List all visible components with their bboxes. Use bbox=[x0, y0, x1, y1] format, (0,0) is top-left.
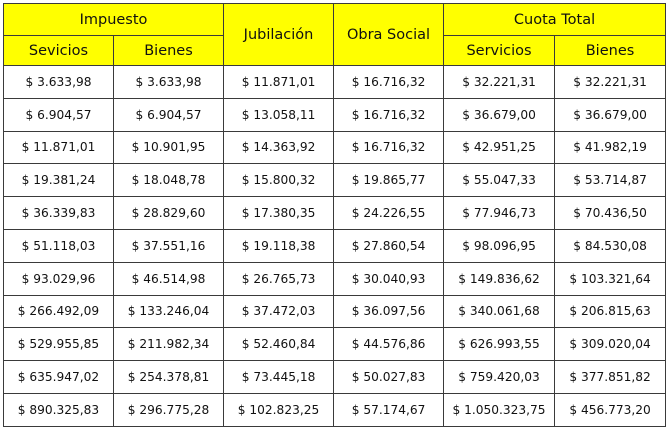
cell-jubilacion: $ 26.765,73 bbox=[223, 261, 335, 296]
cell-cuota-servicios: $ 77.946,73 bbox=[443, 196, 556, 230]
table-row: $ 11.871,01 $ 10.901,95 $ 14.363,92 $ 16.71… bbox=[3, 130, 667, 165]
table-row: $ 529.955,85 $ 211.982,34 $ 52.460,84 $ 44.… bbox=[3, 327, 667, 362]
cell-impuesto-bienes: $ 28.829,60 bbox=[112, 196, 225, 230]
fee-table: Impuesto Jubilación Obra Social Cuota To… bbox=[2, 3, 667, 427]
cell-cuota-servicios: $ 32.221,31 bbox=[443, 65, 556, 99]
cell-cuota-bienes: $ 41.982,19 bbox=[554, 130, 667, 165]
cell-impuesto-bienes: $ 18.048,78 bbox=[112, 163, 225, 198]
cell-impuesto-bienes: $ 211.982,34 bbox=[112, 327, 225, 362]
cell-cuota-servicios: $ 36.679,00 bbox=[443, 97, 556, 132]
cell-impuesto-bienes: $ 133.246,04 bbox=[112, 294, 225, 329]
cell-impuesto-servicios: $ 3.633,98 bbox=[3, 65, 114, 99]
header-row-sub: Sevicios Bienes Servicios Bienes bbox=[3, 35, 667, 66]
cell-impuesto-servicios: $ 6.904,57 bbox=[3, 97, 114, 132]
cell-cuota-servicios: $ 55.047,33 bbox=[443, 163, 556, 198]
cell-cuota-servicios: $ 1.050.323,75 bbox=[443, 392, 556, 427]
cell-cuota-bienes: $ 36.679,00 bbox=[554, 97, 667, 132]
cell-obra-social: $ 36.097,56 bbox=[333, 294, 445, 329]
cell-obra-social: $ 16.716,32 bbox=[333, 97, 445, 132]
fee-table-container: Impuesto Jubilación Obra Social Cuota To… bbox=[2, 3, 667, 427]
cell-cuota-bienes: $ 70.436,50 bbox=[554, 196, 667, 230]
header-cuota-servicios: Servicios bbox=[443, 35, 556, 66]
header-row-top: Impuesto Jubilación Obra Social Cuota To… bbox=[2, 3, 667, 66]
cell-impuesto-servicios: $ 51.118,03 bbox=[3, 228, 114, 263]
cell-impuesto-bienes: $ 10.901,95 bbox=[112, 130, 225, 165]
table-row: $ 266.492,09 $ 133.246,04 $ 37.472,03 $ 36.… bbox=[3, 294, 667, 329]
cell-cuota-bienes: $ 53.714,87 bbox=[554, 163, 667, 198]
cell-impuesto-servicios: $ 19.381,24 bbox=[3, 163, 114, 198]
cell-impuesto-bienes: $ 254.378,81 bbox=[112, 360, 225, 394]
cell-obra-social: $ 30.040,93 bbox=[333, 261, 445, 296]
cell-cuota-servicios: $ 149.836,62 bbox=[443, 261, 556, 296]
cell-impuesto-servicios: $ 529.955,85 bbox=[3, 327, 114, 362]
cell-jubilacion: $ 19.118,38 bbox=[223, 228, 335, 263]
cell-obra-social: $ 16.716,32 bbox=[333, 65, 445, 99]
header-cuota-total: Cuota Total bbox=[443, 3, 667, 36]
table-row: $ 36.339,83 $ 28.829,60 $ 17.380,35 $ 24.22… bbox=[3, 196, 667, 230]
cell-jubilacion: $ 14.363,92 bbox=[223, 130, 335, 165]
cell-obra-social: $ 19.865,77 bbox=[333, 163, 445, 198]
cell-cuota-servicios: $ 42.951,25 bbox=[443, 130, 556, 165]
cell-cuota-servicios: $ 340.061,68 bbox=[443, 294, 556, 329]
cell-jubilacion: $ 52.460,84 bbox=[223, 327, 335, 362]
cell-obra-social: $ 16.716,32 bbox=[333, 130, 445, 165]
cell-jubilacion: $ 13.058,11 bbox=[223, 97, 335, 132]
cell-impuesto-servicios: $ 266.492,09 bbox=[3, 294, 114, 329]
cell-impuesto-bienes: $ 37.551,16 bbox=[112, 228, 225, 263]
cell-jubilacion: $ 73.445,18 bbox=[223, 360, 335, 394]
cell-obra-social: $ 44.576,86 bbox=[333, 327, 445, 362]
header-impuesto-servicios: Sevicios bbox=[3, 35, 114, 66]
cell-cuota-bienes: $ 377.851,82 bbox=[554, 360, 667, 394]
cell-impuesto-servicios: $ 635.947,02 bbox=[3, 360, 114, 394]
header-impuesto-bienes: Bienes bbox=[112, 35, 225, 66]
cell-obra-social: $ 50.027,83 bbox=[333, 360, 445, 394]
cell-cuota-servicios: $ 759.420,03 bbox=[443, 360, 556, 394]
table-row: $ 93.029,96 $ 46.514,98 $ 26.765,73 $ 30.04… bbox=[3, 261, 667, 296]
cell-cuota-bienes: $ 206.815,63 bbox=[554, 294, 667, 329]
table-header: Impuesto Jubilación Obra Social Cuota To… bbox=[2, 3, 667, 66]
cell-jubilacion: $ 11.871,01 bbox=[223, 65, 335, 99]
table-row: $ 3.633,98 $ 3.633,98 $ 11.871,01 $ 16.716,… bbox=[3, 65, 667, 99]
cell-cuota-servicios: $ 98.096,95 bbox=[443, 228, 556, 263]
table-row: $ 19.381,24 $ 18.048,78 $ 15.800,32 $ 19.86… bbox=[3, 163, 667, 198]
cell-impuesto-bienes: $ 296.775,28 bbox=[112, 392, 225, 427]
cell-obra-social: $ 57.174,67 bbox=[333, 392, 445, 427]
cell-jubilacion: $ 37.472,03 bbox=[223, 294, 335, 329]
table-body: $ 3.633,98 $ 3.633,98 $ 11.871,01 $ 16.716,… bbox=[3, 65, 667, 427]
cell-obra-social: $ 27.860,54 bbox=[333, 228, 445, 263]
cell-jubilacion: $ 17.380,35 bbox=[223, 196, 335, 230]
cell-impuesto-servicios: $ 93.029,96 bbox=[3, 261, 114, 296]
cell-impuesto-bienes: $ 3.633,98 bbox=[112, 65, 225, 99]
cell-jubilacion: $ 15.800,32 bbox=[223, 163, 335, 198]
cell-impuesto-servicios: $ 36.339,83 bbox=[3, 196, 114, 230]
cell-impuesto-servicios: $ 890.325,83 bbox=[3, 392, 114, 427]
table-row: $ 51.118,03 $ 37.551,16 $ 19.118,38 $ 27.86… bbox=[3, 228, 667, 263]
cell-jubilacion: $ 102.823,25 bbox=[223, 392, 335, 427]
header-cuota-bienes: Bienes bbox=[554, 35, 667, 66]
cell-cuota-bienes: $ 456.773,20 bbox=[554, 392, 667, 427]
cell-cuota-bienes: $ 32.221,31 bbox=[554, 65, 667, 99]
header-impuesto: Impuesto bbox=[2, 3, 225, 36]
table-row: $ 6.904,57 $ 6.904,57 $ 13.058,11 $ 16.716,… bbox=[3, 97, 667, 132]
table-row: $ 890.325,83 $ 296.775,28 $ 102.823,25 $ 57… bbox=[3, 392, 667, 427]
header-obra-social: Obra Social bbox=[333, 3, 445, 66]
cell-cuota-servicios: $ 626.993,55 bbox=[443, 327, 556, 362]
cell-cuota-bienes: $ 84.530,08 bbox=[554, 228, 667, 263]
cell-cuota-bienes: $ 103.321,64 bbox=[554, 261, 667, 296]
cell-obra-social: $ 24.226,55 bbox=[333, 196, 445, 230]
cell-impuesto-bienes: $ 6.904,57 bbox=[112, 97, 225, 132]
cell-impuesto-servicios: $ 11.871,01 bbox=[3, 130, 114, 165]
cell-impuesto-bienes: $ 46.514,98 bbox=[112, 261, 225, 296]
header-jubilacion: Jubilación bbox=[223, 3, 335, 66]
table-row: $ 635.947,02 $ 254.378,81 $ 73.445,18 $ 50.… bbox=[3, 360, 667, 394]
cell-cuota-bienes: $ 309.020,04 bbox=[554, 327, 667, 362]
